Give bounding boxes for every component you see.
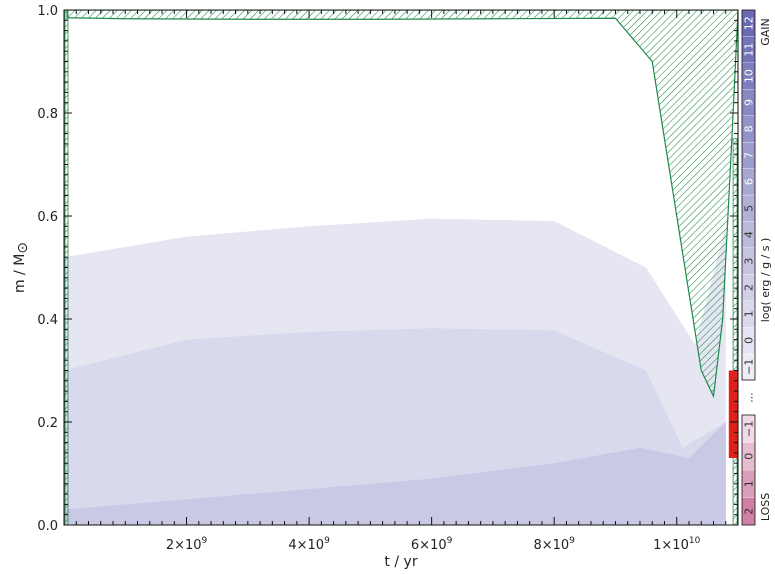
colorbar-loss-title: LOSS — [759, 493, 772, 521]
colorbar-gain-label: 3 — [743, 258, 756, 265]
burning-region-2 — [64, 422, 726, 525]
x-tick-exponent: 9 — [447, 536, 453, 546]
colorbar-gain-label: 11 — [743, 43, 756, 57]
colorbar-gain-label: 7 — [743, 152, 756, 159]
y-axis-label: m / M⊙ — [12, 242, 31, 293]
colorbar-loss-label: 1 — [743, 480, 756, 487]
x-tick-mantissa: 1×10 — [653, 538, 689, 553]
colorbar-gain-label: 5 — [743, 205, 756, 212]
y-tick-label: 0.0 — [37, 519, 58, 534]
y-axis-label-group: m / M⊙ — [12, 242, 31, 293]
x-tick-mantissa: 6×10 — [411, 538, 447, 553]
x-tick-exponent: 9 — [324, 536, 330, 546]
y-axis-label-text: m / M — [12, 254, 28, 293]
x-tick-label: 8×109 — [533, 536, 575, 553]
y-tick-label: 0.2 — [37, 416, 58, 431]
colorbar-gain-label: 12 — [743, 16, 756, 30]
colorbar-gain-label: −1 — [743, 359, 756, 375]
convective-envelope — [66, 10, 738, 399]
x-tick-mantissa: 8×10 — [533, 538, 569, 553]
y-tick-label: 1.0 — [37, 4, 58, 19]
colorbar-loss-frame — [741, 414, 756, 526]
colorbar-loss-label: 0 — [743, 453, 756, 460]
axis-ticks: 2×109 4×109 6×109 8×109 1×10100.00.20.40.60.… — [37, 4, 738, 553]
colorbar-gain-label: 6 — [743, 178, 756, 185]
x-tick-mantissa: 2×10 — [166, 538, 202, 553]
y-tick-label: 0.6 — [37, 210, 58, 225]
colorbar-gain-label: 9 — [743, 99, 756, 106]
colorbar-gain-frame — [741, 9, 756, 381]
colorbar-gain-title: GAIN — [759, 18, 772, 46]
x-tick-label: 4×109 — [288, 536, 330, 553]
x-tick-label: 2×109 — [166, 536, 208, 553]
colorbar-title: log( erg / g / s ) — [759, 238, 772, 323]
colorbar-gain-label: 2 — [743, 284, 756, 291]
colorbar-loss-label: 2 — [743, 508, 756, 515]
x-tick-mantissa: 4×10 — [288, 538, 324, 553]
x-tick-label: 6×109 — [411, 536, 453, 553]
sun-symbol: ⊙ — [15, 242, 31, 254]
colorbar-ellipsis: ... — [743, 392, 756, 403]
y-tick-label: 0.8 — [37, 107, 58, 122]
convective-strip-right — [732, 138, 738, 525]
colorbar-gain-label: 0 — [743, 337, 756, 344]
colorbar-loss-label: −1 — [743, 421, 756, 437]
x-tick-exponent: 10 — [689, 536, 701, 546]
x-tick-exponent: 9 — [569, 536, 575, 546]
colorbar-gain-label: 4 — [743, 231, 756, 238]
x-axis-label: t / yr — [384, 554, 417, 570]
x-tick-label: 1×1010 — [653, 536, 700, 553]
plot-area — [64, 10, 738, 525]
colorbar-gain-label: 1 — [743, 310, 756, 317]
colorbar-gain-label: 10 — [743, 69, 756, 83]
y-tick-label: 0.4 — [37, 313, 58, 328]
x-tick-exponent: 9 — [202, 536, 208, 546]
energy-loss-region — [728, 370, 738, 459]
colorbar-gain-label: 8 — [743, 125, 756, 132]
